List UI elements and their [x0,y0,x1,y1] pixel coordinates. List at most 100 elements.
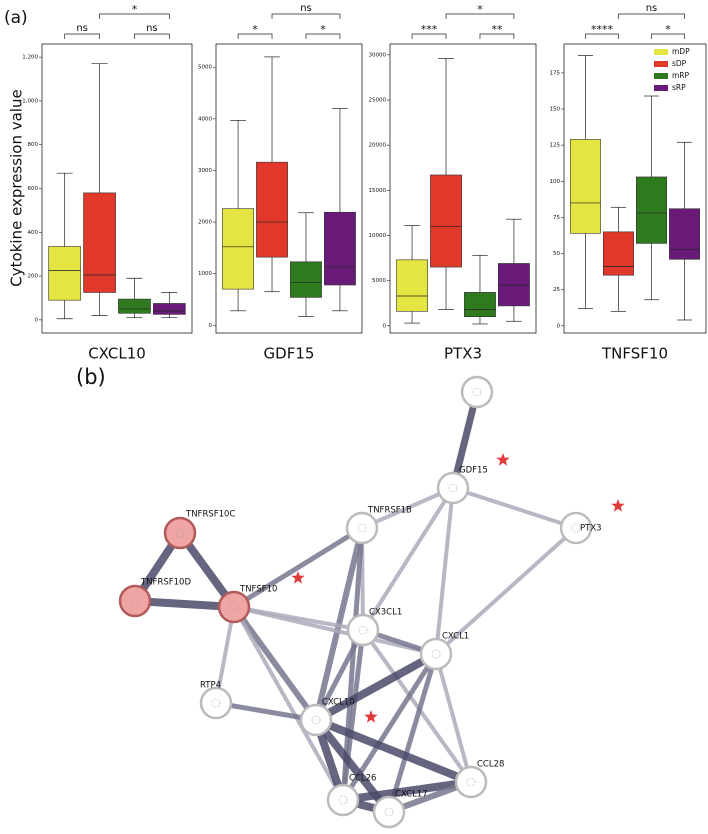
star-marker [611,499,625,512]
significance-bracket [651,33,685,39]
node-label: GDF15 [459,466,488,476]
significance-label: ** [491,23,503,36]
network-node [163,516,197,550]
x-axis-title: TNFSF10 [601,345,668,363]
node-label: CXCL1 [442,632,469,642]
significance-label: * [665,23,671,36]
plot-frame [215,43,363,334]
network-node [118,584,152,618]
network-edge [386,653,439,813]
y-tick-label: 25000 [369,97,387,103]
significance-bracket [411,33,447,39]
panel-label: (a) [4,8,28,28]
node-label: RTP4 [200,681,221,691]
star-marker [364,710,378,723]
node-label: PTX3 [580,524,602,534]
y-tick-label: 100 [550,179,561,185]
network-node [460,375,494,409]
y-tick-label: 125 [550,143,561,149]
node-structure [357,523,367,533]
legend-swatch [654,73,668,79]
significance-label: * [132,3,138,16]
network-edge [313,628,366,722]
network-edge [361,628,473,784]
network-edge [449,391,481,489]
node-structure [358,625,368,635]
legend-label: mRP [672,71,690,80]
box [324,211,356,286]
y-tick-label: 200 [28,274,39,280]
box [464,292,496,318]
node-structure [431,649,441,659]
network-edge [361,486,454,530]
network-edge [134,597,235,611]
network-edge [214,606,236,704]
network-edge [434,653,473,783]
network-node [346,613,380,647]
legend-swatch [654,61,668,67]
network-edge [452,486,577,530]
y-tick-label: 2000 [198,220,212,226]
node-structure [311,715,321,725]
y-tick-label: 0 [35,317,39,323]
significance-bracket [445,13,515,19]
node-label: CX3CL1 [369,608,402,618]
x-axis-title: GDF15 [264,345,315,363]
network-edge [215,700,317,723]
node-structure [211,698,221,708]
node-structure [229,602,239,612]
box [430,174,462,268]
network-edge [434,487,455,655]
network-edge [232,525,364,610]
y-tick-label: 800 [28,142,39,148]
node-label: TNFRSF1B [367,506,412,516]
significance-label: * [477,3,483,16]
legend-swatch [654,49,668,55]
y-axis-title: Cytokine expression value [8,89,26,286]
network-node [559,511,593,545]
x-axis-title: PTX3 [444,345,482,363]
plot-frame [563,43,707,334]
box [118,298,151,314]
significance-bracket [134,33,170,39]
box [396,259,428,312]
box [498,263,530,307]
node-label: CXCL10 [322,698,355,708]
y-tick-label: 0 [383,323,387,329]
y-tick-label: 10000 [369,233,387,239]
panel-label: (b) [76,365,106,389]
network-edge [231,605,319,722]
box [602,231,634,276]
y-tick-label: 0 [557,323,561,329]
y-tick-label: 0 [209,323,213,329]
node-label: CCL28 [477,760,504,770]
node-structure [466,777,476,787]
y-tick-label: 25 [553,287,560,293]
network-node [217,590,251,624]
y-tick-label: 3000 [198,168,212,174]
network-node [345,511,379,545]
node-label: CCL26 [349,774,376,784]
significance-bracket [237,33,273,39]
network-node [436,471,470,505]
significance-label: ns [300,3,312,14]
y-tick-label: 5000 [372,278,386,284]
y-tick-label: 15000 [369,188,387,194]
node-label: CXCL17 [395,790,428,800]
node-structure [130,596,140,606]
node-structure [175,528,185,538]
node-structure [571,523,581,533]
node-structure [448,483,458,493]
network-edge [434,526,578,656]
y-tick-label: 150 [550,107,561,113]
box [669,208,701,260]
box [83,192,116,293]
legend-swatch [654,85,668,91]
star-marker [496,453,510,466]
node-structure [384,807,394,817]
y-tick-label: 30000 [369,52,387,58]
network-edge [314,650,438,724]
box [569,139,601,234]
box [152,303,186,315]
